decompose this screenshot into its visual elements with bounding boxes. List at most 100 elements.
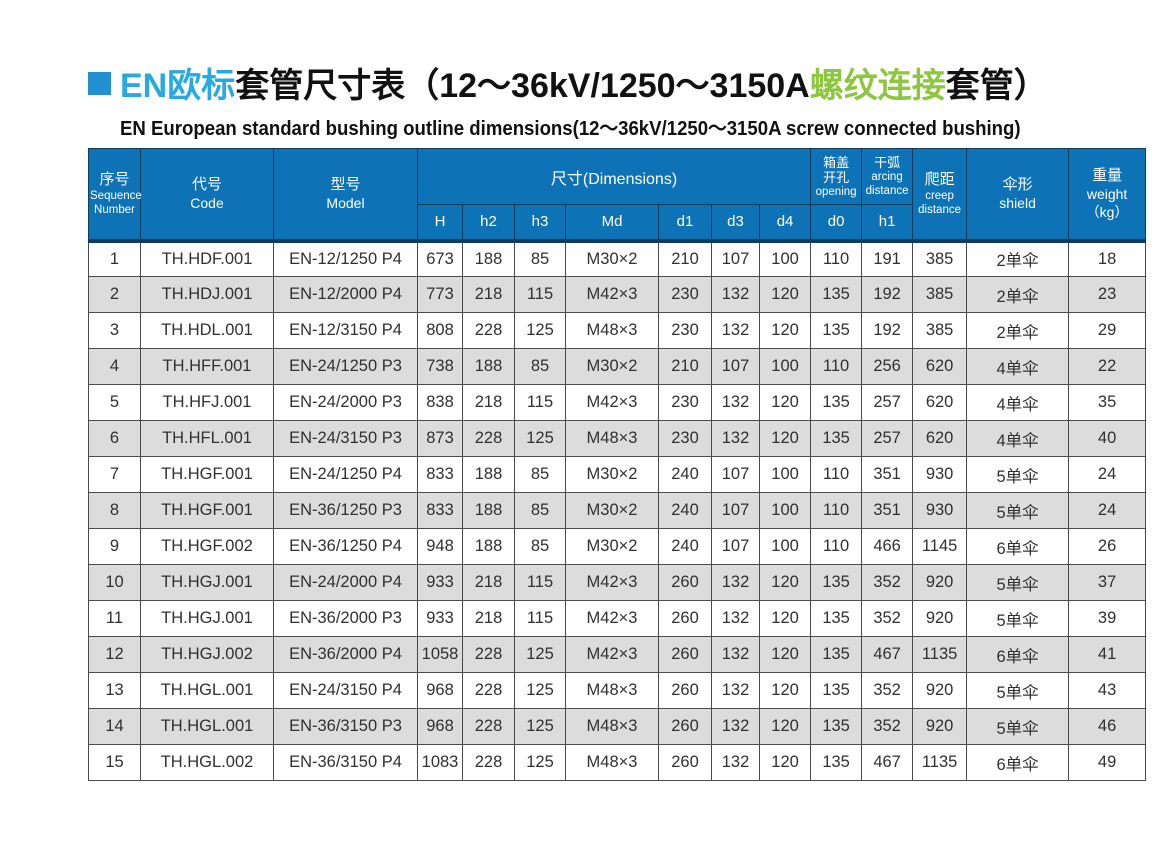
cell-h3: 125	[514, 636, 566, 673]
cell-d0: 135	[810, 708, 863, 745]
cell-shield: 5单伞	[966, 672, 1070, 709]
cell-h2: 218	[462, 564, 515, 601]
cell-h2: 188	[462, 348, 515, 385]
cell-d4: 100	[758, 456, 812, 493]
cell-h1: 352	[861, 564, 914, 601]
cell-h1: 351	[861, 456, 914, 493]
cell-Md: M48×3	[565, 744, 659, 781]
page-title: EN欧标套管尺寸表（12～36kV/1250～3150A螺纹连接套管）	[88, 66, 1048, 106]
cell-d3: 132	[711, 600, 760, 637]
cell-model: EN-24/2000 P4	[273, 564, 418, 601]
subcol-header-h1: h1	[861, 204, 914, 243]
cell-d1: 210	[658, 240, 712, 277]
cell-h2: 218	[462, 600, 515, 637]
cell-d3: 132	[711, 420, 760, 457]
cell-d0: 135	[810, 312, 863, 349]
cell-d4: 120	[758, 636, 812, 673]
cell-creep: 930	[912, 492, 968, 529]
cell-d1: 260	[658, 636, 712, 673]
cell-model: EN-12/1250 P4	[273, 240, 418, 277]
cell-seq: 10	[88, 564, 141, 601]
cell-creep: 385	[912, 312, 968, 349]
cell-code: TH.HGJ.001	[140, 600, 274, 637]
col-header-code: 代号 Code	[140, 148, 274, 243]
cell-Md: M30×2	[565, 492, 659, 529]
cell-Md: M48×3	[565, 708, 659, 745]
cell-Md: M30×2	[565, 528, 659, 565]
subcol-header-Md: Md	[565, 204, 659, 243]
cell-d1: 260	[658, 744, 712, 781]
cell-d3: 107	[711, 348, 760, 385]
cell-shield: 5单伞	[966, 492, 1070, 529]
cell-h1: 466	[861, 528, 914, 565]
col-header-model: 型号 Model	[273, 148, 418, 243]
cell-h3: 85	[514, 240, 566, 277]
cell-d0: 110	[810, 456, 863, 493]
cell-creep: 920	[912, 708, 968, 745]
cell-creep: 1135	[912, 744, 968, 781]
cell-d0: 135	[810, 636, 863, 673]
cell-d3: 132	[711, 744, 760, 781]
cell-Md: M48×3	[565, 312, 659, 349]
cell-d1: 230	[658, 276, 712, 313]
cell-shield: 4单伞	[966, 348, 1070, 385]
cell-creep: 620	[912, 348, 968, 385]
bushing-dimensions-table: 序号 Sequence Number 代号 Code 型号 Model 尺寸(D…	[88, 148, 1147, 781]
cell-h1: 256	[861, 348, 914, 385]
cell-h3: 115	[514, 600, 566, 637]
cell-d0: 135	[810, 672, 863, 709]
table-row: 1 TH.HDF.001 EN-12/1250 P4 673 188 85 M30×2 210…	[88, 240, 1147, 277]
cell-H: 968	[417, 708, 463, 745]
table-row: 15 TH.HGL.002 EN-36/3150 P4 1083 228 125 M48×3…	[88, 744, 1147, 781]
table-row: 9 TH.HGF.002 EN-36/1250 P4 948 188 85 M30×2 240…	[88, 528, 1147, 565]
cell-h1: 257	[861, 384, 914, 421]
table-row: 13 TH.HGL.001 EN-24/3150 P4 968 228 125 M48×3 2…	[88, 672, 1147, 709]
cell-d4: 120	[758, 708, 812, 745]
cell-model: EN-36/3150 P3	[273, 708, 418, 745]
subcol-header-h2: h2	[462, 204, 515, 243]
cell-d3: 107	[711, 492, 760, 529]
cell-d1: 260	[658, 600, 712, 637]
cell-shield: 6单伞	[966, 636, 1070, 673]
col-header-opening: 箱盖 开孔 opening	[810, 148, 863, 205]
cell-h3: 125	[514, 708, 566, 745]
cell-h1: 352	[861, 600, 914, 637]
cell-d4: 120	[758, 672, 812, 709]
cell-creep: 620	[912, 420, 968, 457]
cell-d0: 135	[810, 744, 863, 781]
cell-h2: 188	[462, 528, 515, 565]
col-header-shield: 伞形 shield	[966, 148, 1070, 243]
cell-H: 968	[417, 672, 463, 709]
cell-h3: 125	[514, 672, 566, 709]
subcol-header-h3: h3	[514, 204, 566, 243]
cell-weight: 49	[1068, 744, 1147, 781]
cell-H: 738	[417, 348, 463, 385]
cell-d4: 120	[758, 384, 812, 421]
cell-seq: 13	[88, 672, 141, 709]
cell-d4: 120	[758, 420, 812, 457]
cell-weight: 23	[1068, 276, 1147, 313]
cell-h3: 85	[514, 528, 566, 565]
cell-h2: 228	[462, 744, 515, 781]
cell-code: TH.HGF.002	[140, 528, 274, 565]
cell-seq: 9	[88, 528, 141, 565]
cell-seq: 7	[88, 456, 141, 493]
cell-d3: 107	[711, 240, 760, 277]
cell-code: TH.HDJ.001	[140, 276, 274, 313]
blue-square-bullet-icon	[88, 72, 111, 95]
cell-h3: 115	[514, 276, 566, 313]
cell-seq: 3	[88, 312, 141, 349]
cell-model: EN-24/1250 P3	[273, 348, 418, 385]
cell-h1: 192	[861, 312, 914, 349]
cell-H: 833	[417, 456, 463, 493]
subcol-header-d4: d4	[758, 204, 812, 243]
cell-Md: M42×3	[565, 384, 659, 421]
cell-d1: 240	[658, 528, 712, 565]
cell-code: TH.HFF.001	[140, 348, 274, 385]
cell-d3: 132	[711, 672, 760, 709]
cell-weight: 43	[1068, 672, 1147, 709]
cell-H: 948	[417, 528, 463, 565]
cell-shield: 5单伞	[966, 708, 1070, 745]
cell-Md: M48×3	[565, 672, 659, 709]
cell-creep: 620	[912, 384, 968, 421]
